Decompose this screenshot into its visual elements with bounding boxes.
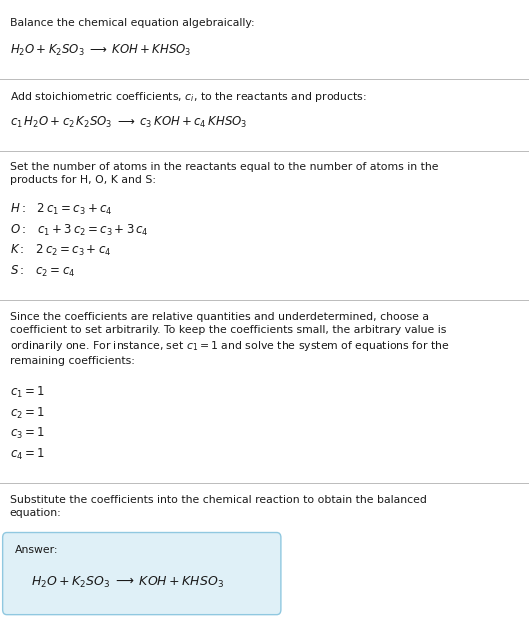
Text: $O:\;\;\; c_1 + 3\,c_2 = c_3 + 3\,c_4$: $O:\;\;\; c_1 + 3\,c_2 = c_3 + 3\,c_4$ xyxy=(10,223,148,238)
Text: Add stoichiometric coefficients, $c_i$, to the reactants and products:: Add stoichiometric coefficients, $c_i$, … xyxy=(10,90,366,104)
FancyBboxPatch shape xyxy=(3,532,281,614)
Text: $K:\;\;\; 2\,c_2 = c_3 + c_4$: $K:\;\;\; 2\,c_2 = c_3 + c_4$ xyxy=(10,243,111,258)
Text: $H:\;\;\; 2\,c_1 = c_3 + c_4$: $H:\;\;\; 2\,c_1 = c_3 + c_4$ xyxy=(10,202,112,217)
Text: Since the coefficients are relative quantities and underdetermined, choose a
coe: Since the coefficients are relative quan… xyxy=(10,312,449,366)
Text: $c_1\, H_2O + c_2\, K_2SO_3 \;\longrightarrow\; c_3\, KOH + c_4\, KHSO_3$: $c_1\, H_2O + c_2\, K_2SO_3 \;\longright… xyxy=(10,115,247,130)
Text: Set the number of atoms in the reactants equal to the number of atoms in the
pro: Set the number of atoms in the reactants… xyxy=(10,162,438,185)
Text: $c_4 = 1$: $c_4 = 1$ xyxy=(10,447,44,462)
Text: Substitute the coefficients into the chemical reaction to obtain the balanced
eq: Substitute the coefficients into the che… xyxy=(10,495,426,518)
Text: Answer:: Answer: xyxy=(15,545,58,555)
Text: $H_2O + K_2SO_3 \;\longrightarrow\; KOH + KHSO_3$: $H_2O + K_2SO_3 \;\longrightarrow\; KOH … xyxy=(31,575,224,590)
Text: $S:\;\;\; c_2 = c_4$: $S:\;\;\; c_2 = c_4$ xyxy=(10,264,75,279)
Text: $c_3 = 1$: $c_3 = 1$ xyxy=(10,426,44,441)
Text: $c_1 = 1$: $c_1 = 1$ xyxy=(10,385,44,400)
Text: $c_2 = 1$: $c_2 = 1$ xyxy=(10,406,44,421)
Text: Balance the chemical equation algebraically:: Balance the chemical equation algebraica… xyxy=(10,18,254,28)
Text: $H_2O + K_2SO_3 \;\longrightarrow\; KOH + KHSO_3$: $H_2O + K_2SO_3 \;\longrightarrow\; KOH … xyxy=(10,43,191,58)
